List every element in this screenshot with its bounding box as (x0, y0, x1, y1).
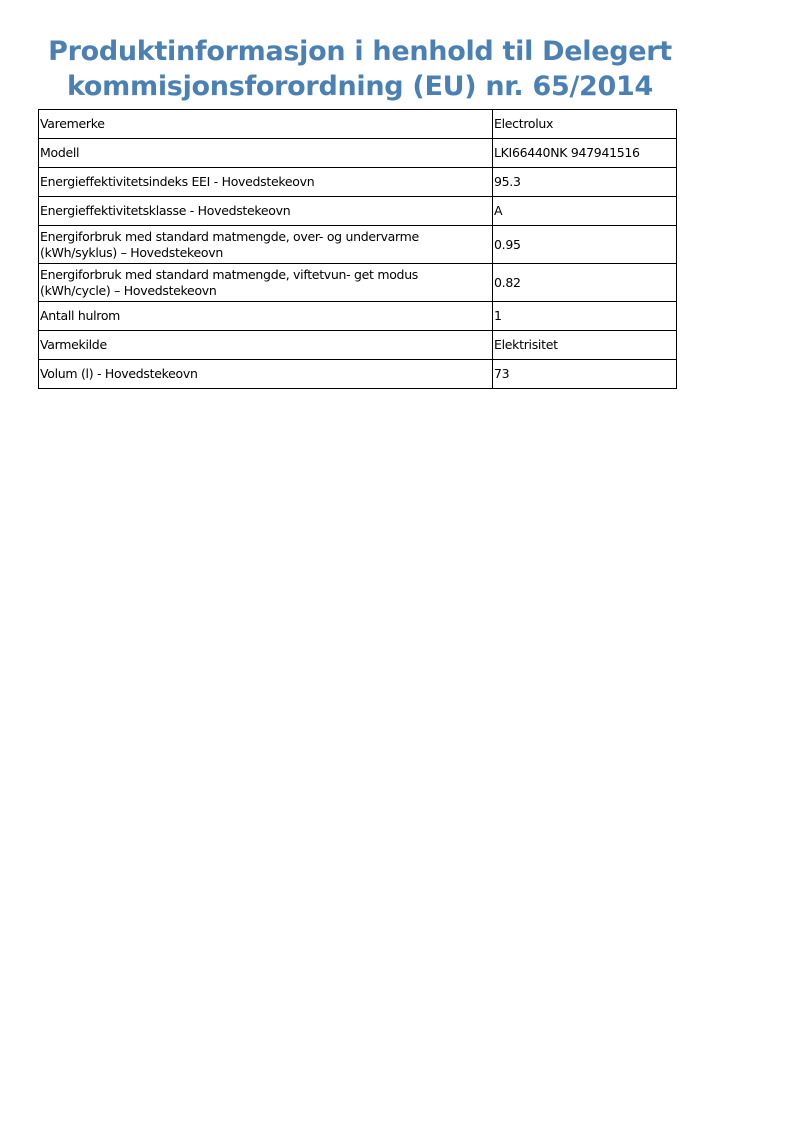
row-value: 95.3 (492, 167, 677, 197)
row-label: Energiforbruk med standard matmengde, ov… (38, 225, 493, 264)
row-value: 0.82 (492, 263, 677, 302)
table-row: Energieffektivitetsklasse - Hovedstekeov… (38, 196, 677, 226)
row-label: Varemerke (38, 109, 493, 139)
row-value: 1 (492, 301, 677, 331)
table-row: Varemerke Electrolux (38, 109, 677, 139)
row-value: Elektrisitet (492, 330, 677, 360)
table-row: Energiforbruk med standard matmengde, ov… (38, 225, 677, 264)
row-value: LKI66440NK 947941516 (492, 138, 677, 168)
row-value: 0.95 (492, 225, 677, 264)
table-row: Modell LKI66440NK 947941516 (38, 138, 677, 168)
row-label: Antall hulrom (38, 301, 493, 331)
row-label: Energieffektivitetsindeks EEI - Hovedste… (38, 167, 493, 197)
row-label: Energiforbruk med standard matmengde, vi… (38, 263, 493, 302)
table-row: Antall hulrom 1 (38, 301, 677, 331)
row-label: Energieffektivitetsklasse - Hovedstekeov… (38, 196, 493, 226)
table-row: Energiforbruk med standard matmengde, vi… (38, 263, 677, 302)
table-row: Energieffektivitetsindeks EEI - Hovedste… (38, 167, 677, 197)
table-row: Varmekilde Elektrisitet (38, 330, 677, 360)
row-value: Electrolux (492, 109, 677, 139)
product-info-table: Varemerke Electrolux Modell LKI66440NK 947… (38, 109, 677, 389)
title-line-1: Produktinformasjon i henhold til Deleger… (48, 36, 672, 67)
row-label: Modell (38, 138, 493, 168)
row-label: Varmekilde (38, 330, 493, 360)
row-label: Volum (l) - Hovedstekeovn (38, 359, 493, 389)
title-line-2: kommisjonsforordning (EU) nr. 65/2014 (67, 71, 653, 102)
row-value: A (492, 196, 677, 226)
table-row: Volum (l) - Hovedstekeovn 73 (38, 359, 677, 389)
page-title: Produktinformasjon i henhold til Deleger… (30, 34, 690, 104)
row-value: 73 (492, 359, 677, 389)
